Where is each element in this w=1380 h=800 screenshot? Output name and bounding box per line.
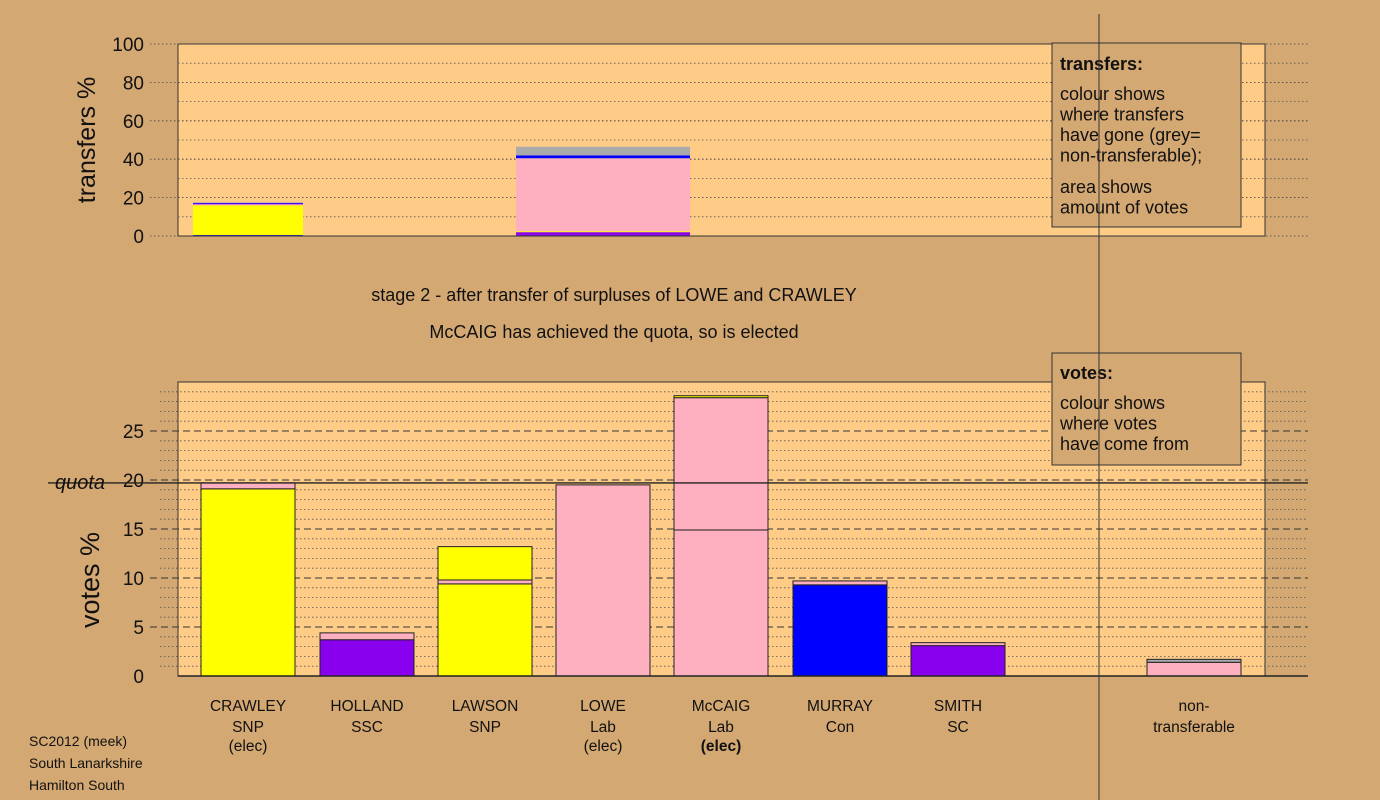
- stage-subtitle: McCAIG has achieved the quota, so is ele…: [429, 322, 798, 342]
- candidate-bar: [910, 642, 1006, 677]
- vote-segment: [319, 632, 415, 641]
- transfers-y-tick-label: 100: [112, 35, 144, 56]
- votes-legend-box: [1051, 352, 1242, 466]
- transfer-segment: [193, 203, 303, 205]
- vote-segment: [910, 645, 1006, 677]
- nontransferable-segment: [1146, 661, 1242, 677]
- candidate-name: SMITH: [934, 698, 982, 715]
- vote-segment: [673, 529, 769, 677]
- candidate-party: Lab: [708, 719, 734, 736]
- votes-y-tick-label: 5: [133, 618, 144, 639]
- footer-line: Hamilton South: [29, 777, 125, 793]
- transfer-segment: [516, 158, 690, 232]
- candidate-party: SNP: [232, 719, 264, 736]
- vote-segment: [673, 395, 769, 399]
- quota-label: quota: [55, 472, 105, 494]
- votes-y-tick-label: 20: [123, 471, 144, 492]
- votes-legend-line: where votes: [1059, 414, 1157, 434]
- candidate-name: LOWE: [580, 698, 626, 715]
- vote-segment: [437, 546, 533, 581]
- candidate-name: HOLLAND: [330, 698, 403, 715]
- transfers-legend-line: colour shows: [1060, 84, 1165, 104]
- candidate-party: Lab: [590, 719, 616, 736]
- transfers-y-tick-label: 80: [123, 73, 144, 94]
- nontransferable-label: transferable: [1153, 719, 1235, 736]
- candidate-bar: [200, 482, 296, 677]
- transfer-segment: [516, 231, 690, 233]
- nontransferable-segment: [1146, 658, 1242, 663]
- candidate-status: (elec): [701, 738, 742, 755]
- votes-y-tick-label: 0: [133, 667, 144, 688]
- vote-segment: [673, 397, 769, 531]
- candidate-status: (elec): [229, 738, 268, 755]
- transfer-segment: [516, 234, 690, 236]
- vote-segment: [792, 584, 888, 677]
- candidate-bar: [319, 632, 415, 677]
- vote-segment: [437, 579, 533, 585]
- vote-segment: [200, 488, 296, 677]
- candidate-name: McCAIG: [692, 698, 751, 715]
- vote-segment: [200, 482, 296, 490]
- votes-y-tick-label: 10: [123, 569, 144, 590]
- transfer-segment: [193, 204, 303, 206]
- candidate-bar: [555, 484, 651, 677]
- votes-legend-line: have come from: [1060, 434, 1189, 454]
- candidate-bar: [437, 546, 533, 677]
- candidate-name: LAWSON: [452, 698, 519, 715]
- candidate-status: (elec): [584, 738, 623, 755]
- votes-y-axis-label: votes %: [75, 532, 105, 628]
- candidate-party: SSC: [351, 719, 383, 736]
- transfer-segment: [516, 232, 690, 235]
- stage-title: stage 2 - after transfer of surpluses of…: [371, 285, 857, 305]
- candidate-name: MURRAY: [807, 698, 873, 715]
- transfer-segment: [193, 202, 303, 203]
- vote-segment: [910, 642, 1006, 647]
- transfer-segment: [516, 155, 690, 159]
- candidate-party: Con: [826, 719, 854, 736]
- transfers-legend-line: non-transferable);: [1060, 146, 1202, 166]
- transfers-y-tick-label: 60: [123, 112, 144, 133]
- vote-segment: [555, 484, 651, 677]
- vote-segment: [437, 583, 533, 677]
- transfers-legend-line: where transfers: [1059, 105, 1184, 125]
- nontransferable-label: non-: [1178, 698, 1209, 715]
- transfers-y-axis-label: transfers %: [73, 77, 101, 203]
- transfers-legend-line: area shows: [1060, 177, 1152, 197]
- votes-legend-title: votes:: [1060, 363, 1113, 383]
- votes-legend-line: colour shows: [1060, 393, 1165, 413]
- transfers-y-tick-label: 40: [123, 150, 144, 171]
- transfers-legend-title: transfers:: [1060, 54, 1143, 74]
- candidate-bar: [673, 395, 769, 677]
- transfers-y-tick-label: 20: [123, 189, 144, 210]
- transfers-legend-line: amount of votes: [1060, 198, 1188, 218]
- transfer-segment: [516, 146, 690, 156]
- footer-line: SC2012 (meek): [29, 733, 127, 749]
- transfer-segment: [193, 202, 303, 204]
- votes-y-tick-label: 15: [123, 520, 144, 541]
- vote-segment: [792, 580, 888, 586]
- transfer-segment: [193, 205, 303, 236]
- footer-line: South Lanarkshire: [29, 755, 143, 771]
- candidate-party: SNP: [469, 719, 501, 736]
- vote-segment: [319, 639, 415, 677]
- candidate-bar: [792, 580, 888, 677]
- transfers-legend-box: [1051, 42, 1242, 228]
- candidate-party: SC: [947, 719, 969, 736]
- candidate-name: CRAWLEY: [210, 698, 286, 715]
- transfers-legend-line: have gone (grey=: [1060, 125, 1201, 145]
- votes-y-tick-label: 25: [123, 422, 144, 443]
- transfers-y-tick-label: 0: [133, 227, 144, 248]
